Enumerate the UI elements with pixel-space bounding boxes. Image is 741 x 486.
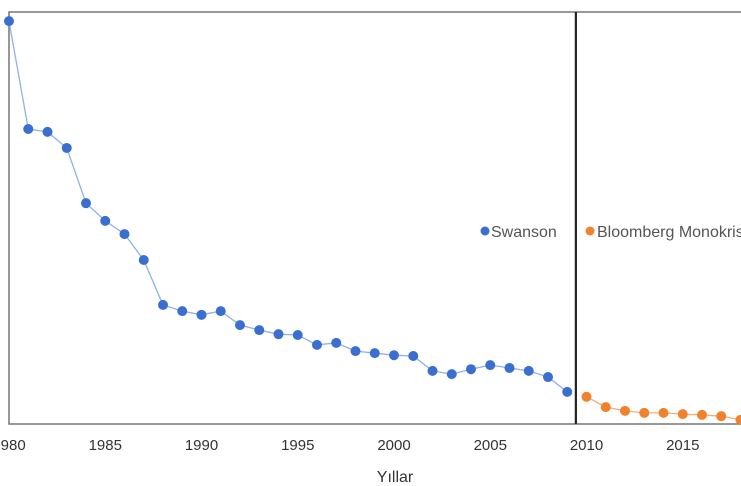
data-point [215, 306, 226, 317]
data-point [581, 391, 592, 402]
legend-item: Bloomberg Monokristal [585, 224, 741, 241]
x-tick-label: 1980 [0, 437, 26, 454]
plot-border [8, 11, 741, 425]
data-point [389, 350, 399, 361]
x-axis-label: Yıllar [377, 469, 414, 486]
x-tick-label: 1995 [281, 437, 314, 454]
data-point [235, 320, 245, 331]
series-layer [4, 16, 741, 425]
data-point [485, 360, 496, 371]
legend: Swanson Bloomberg Monokristal [480, 224, 741, 241]
data-point [158, 299, 168, 310]
data-point [138, 255, 149, 266]
data-point [61, 142, 72, 153]
x-tick-label: 2005 [474, 437, 507, 454]
data-point [273, 329, 284, 340]
data-point [4, 16, 14, 27]
series-1 [581, 391, 741, 425]
data-point [466, 364, 476, 375]
legend-item: Swanson [480, 224, 557, 241]
data-point [42, 126, 53, 137]
legend-marker [480, 226, 490, 236]
data-point [658, 407, 669, 418]
data-point [677, 409, 688, 420]
data-point [504, 362, 515, 373]
data-point [177, 306, 188, 317]
x-tick-label: 2000 [377, 437, 410, 454]
data-point [23, 124, 34, 135]
legend-label: Swanson [491, 224, 557, 241]
data-point [81, 198, 91, 209]
data-point [523, 365, 534, 376]
plot-frame [8, 11, 741, 425]
data-point [369, 348, 380, 359]
data-point [697, 409, 707, 420]
data-point [620, 405, 630, 416]
data-point [427, 365, 438, 376]
data-point [735, 414, 741, 425]
series-line [8, 20, 568, 393]
x-tick-label: 2015 [666, 437, 699, 454]
series-0 [4, 16, 573, 397]
data-point [639, 407, 650, 418]
x-axis-ticks: 1980 1985 1990 1995 2000 2005 2010 2015 [0, 437, 699, 454]
x-tick-label: 1990 [185, 437, 218, 454]
data-point [331, 337, 342, 348]
data-point [600, 402, 611, 413]
data-point [562, 386, 573, 397]
x-tick-label: 1985 [89, 437, 122, 454]
data-point [196, 309, 207, 320]
data-point [716, 411, 727, 422]
legend-label: Bloomberg Monokristal [597, 224, 741, 241]
data-point [543, 372, 553, 383]
legend-marker [585, 226, 595, 236]
data-point [119, 229, 130, 240]
data-point [100, 215, 111, 226]
data-point [312, 339, 322, 350]
data-point [350, 346, 361, 357]
data-point [446, 369, 457, 380]
data-point [254, 325, 265, 336]
x-tick-label: 2010 [570, 437, 603, 454]
data-point [408, 351, 419, 362]
data-point [292, 330, 303, 341]
